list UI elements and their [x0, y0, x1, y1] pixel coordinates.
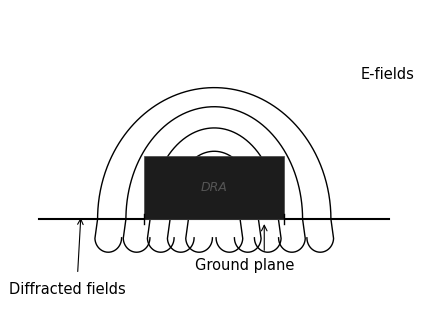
Text: Ground plane: Ground plane [195, 258, 294, 273]
Text: E-fields: E-fields [361, 67, 415, 82]
Bar [144, 156, 284, 219]
Text: DRA: DRA [201, 181, 228, 194]
Text: Diffracted fields: Diffracted fields [9, 282, 126, 297]
